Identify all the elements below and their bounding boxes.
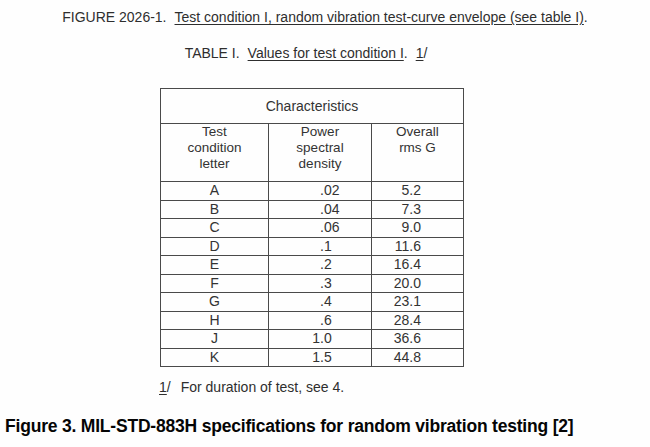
table-row: K1.544.8 (161, 348, 464, 367)
figure-heading-period: . (584, 9, 588, 25)
footnote-marker: 1/ (159, 379, 171, 395)
test-condition-letter-cell: J (161, 330, 269, 349)
document-page: FIGURE 2026-1. Test condition I, random v… (0, 0, 650, 447)
table-row: B.047.3 (161, 200, 464, 219)
table-row: D.111.6 (161, 237, 464, 256)
psd-cell: .04 (269, 200, 372, 219)
test-condition-letter-cell: E (161, 256, 269, 275)
table-title-number: TABLE I. (185, 45, 240, 61)
table-row: E.216.4 (161, 256, 464, 275)
test-condition-letter-cell: B (161, 200, 269, 219)
table-row: A.025.2 (161, 182, 464, 201)
test-condition-letter-header: Testconditionletter (161, 124, 269, 182)
psd-cell: .4 (269, 293, 372, 312)
table-column-header-row: TestconditionletterPowerspectraldensityO… (161, 124, 464, 182)
rms-cell: 7.3 (372, 200, 464, 219)
test-condition-letter-cell: A (161, 182, 269, 201)
psd-cell: .02 (269, 182, 372, 201)
figure-caption: Figure 3. MIL-STD-883H specifications fo… (5, 416, 650, 437)
test-condition-letter-cell: H (161, 311, 269, 330)
table-row: F.320.0 (161, 274, 464, 293)
table-body: A.025.2B.047.3C.069.0D.111.6E.216.4F.320… (161, 182, 464, 367)
footnote: 1/For duration of test, see 4. (159, 379, 344, 395)
table-row: J1.036.6 (161, 330, 464, 349)
table-title: TABLE I. Values for test condition I. 1/ (0, 45, 612, 62)
psd-cell: .3 (269, 274, 372, 293)
table-title-period: . (404, 45, 408, 61)
psd-cell: .1 (269, 237, 372, 256)
figure-heading-title: Test condition I, random vibration test-… (175, 9, 584, 25)
test-condition-letter-cell: K (161, 348, 269, 367)
psd-cell: 1.0 (269, 330, 372, 349)
rms-cell: 28.4 (372, 311, 464, 330)
table-row: G.423.1 (161, 293, 464, 312)
rms-cell: 9.0 (372, 219, 464, 238)
table-row: C.069.0 (161, 219, 464, 238)
table-group-header: Characteristics (161, 89, 464, 124)
test-condition-letter-cell: F (161, 274, 269, 293)
psd-cell: .2 (269, 256, 372, 275)
rms-cell: 20.0 (372, 274, 464, 293)
rms-header: Overallrms G (372, 124, 464, 182)
test-condition-letter-cell: D (161, 237, 269, 256)
table-title-footnote-ref: 1/ (416, 45, 428, 61)
test-condition-letter-cell: G (161, 293, 269, 312)
psd-cell: .6 (269, 311, 372, 330)
rms-cell: 16.4 (372, 256, 464, 275)
table-row: H.628.4 (161, 311, 464, 330)
rms-cell: 44.8 (372, 348, 464, 367)
rms-cell: 5.2 (372, 182, 464, 201)
rms-cell: 23.1 (372, 293, 464, 312)
table-group-header-row: Characteristics (161, 89, 464, 124)
test-condition-letter-cell: C (161, 219, 269, 238)
psd-cell: .06 (269, 219, 372, 238)
psd-header: Powerspectraldensity (269, 124, 372, 182)
rms-cell: 11.6 (372, 237, 464, 256)
psd-cell: 1.5 (269, 348, 372, 367)
footnote-text: For duration of test, see 4. (181, 379, 344, 395)
figure-heading-number: FIGURE 2026-1. (62, 9, 166, 25)
figure-heading: FIGURE 2026-1. Test condition I, random v… (0, 9, 650, 26)
table-title-text: Values for test condition I (248, 45, 404, 61)
rms-cell: 36.6 (372, 330, 464, 349)
spec-table: Characteristics TestconditionletterPower… (160, 88, 464, 367)
